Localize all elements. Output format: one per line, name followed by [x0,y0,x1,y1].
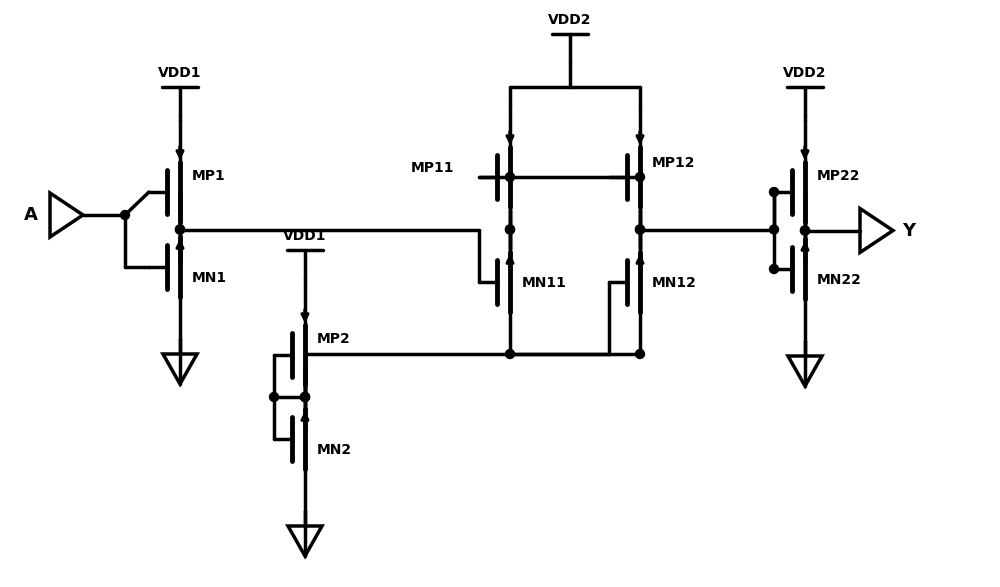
Circle shape [801,226,810,235]
Circle shape [506,225,514,234]
Circle shape [636,225,645,234]
Circle shape [506,173,514,181]
Circle shape [770,225,779,234]
Circle shape [301,393,310,402]
Circle shape [506,225,514,234]
Text: MP11: MP11 [411,161,454,175]
Text: MP22: MP22 [817,169,860,183]
Text: MN2: MN2 [317,443,352,457]
Text: VDD1: VDD1 [158,66,202,80]
Circle shape [176,225,185,234]
Text: MP2: MP2 [317,332,351,346]
Circle shape [636,349,645,359]
Circle shape [801,226,810,235]
Circle shape [636,173,645,181]
Circle shape [770,265,779,274]
Text: VDD1: VDD1 [283,229,327,243]
Text: MN22: MN22 [817,273,862,287]
Text: MN1: MN1 [192,271,227,285]
Text: Y: Y [902,221,915,239]
Circle shape [301,393,310,402]
Text: MN12: MN12 [652,276,697,290]
Circle shape [506,349,514,359]
Circle shape [176,225,185,234]
Text: MP12: MP12 [652,156,696,170]
Circle shape [636,225,645,234]
Text: A: A [24,206,38,224]
Text: VDD2: VDD2 [548,13,592,27]
Text: VDD2: VDD2 [783,66,827,80]
Text: MP1: MP1 [192,169,226,183]
Circle shape [121,211,130,220]
Text: MN11: MN11 [522,276,567,290]
Circle shape [301,393,310,402]
Circle shape [270,393,279,402]
Circle shape [770,187,779,197]
